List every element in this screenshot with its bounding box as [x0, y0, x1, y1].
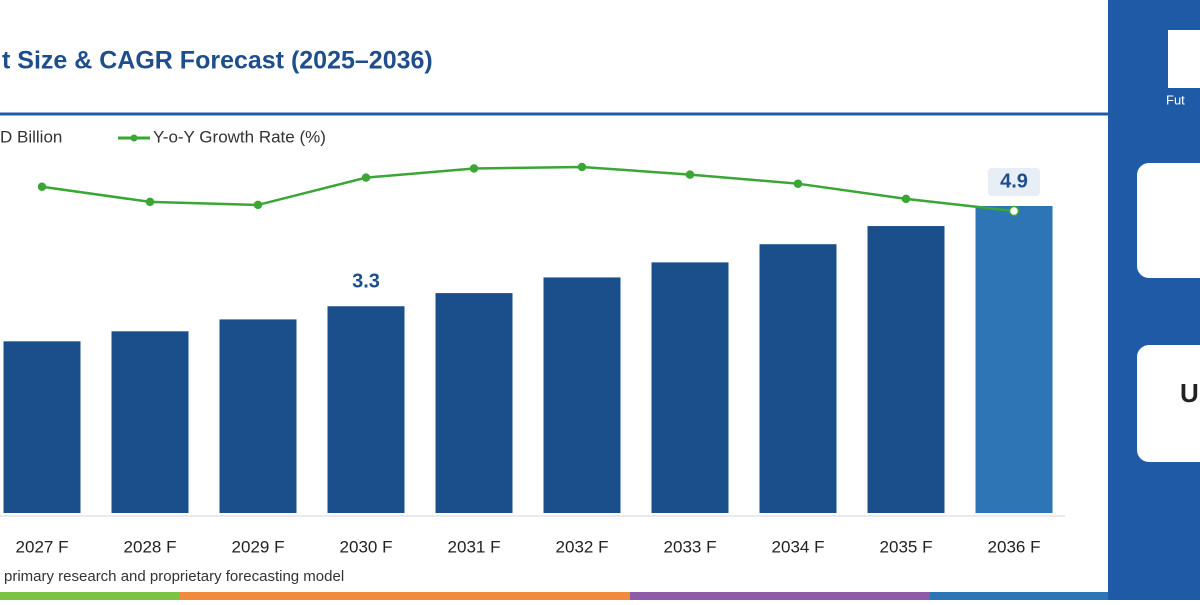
x-tick-label: 2028 F	[124, 537, 177, 556]
card	[1137, 163, 1200, 278]
x-tick-label: 2030 F	[340, 537, 393, 556]
growth-point	[253, 200, 263, 210]
chart-title: t Size & CAGR Forecast (2025–2036)	[2, 47, 433, 75]
x-tick-label: 2035 F	[880, 537, 933, 556]
legend-marker	[130, 134, 138, 142]
bar	[327, 306, 405, 513]
growth-line	[41, 165, 1015, 213]
stripe	[630, 592, 930, 600]
growth-point	[577, 162, 587, 172]
logo-text: Fut	[1166, 92, 1185, 107]
bar	[543, 277, 621, 513]
growth-point	[37, 182, 47, 191]
bar	[435, 293, 513, 513]
bar	[111, 331, 189, 513]
x-tick-label: 2027 F	[16, 537, 69, 556]
bar	[651, 262, 729, 513]
source-note: primary research and proprietary forecas…	[4, 568, 344, 585]
x-tick-label: 2029 F	[232, 537, 285, 556]
bar	[759, 244, 837, 513]
logo-mark	[1168, 30, 1200, 88]
stripe	[180, 592, 630, 600]
x-tick-label: 2033 F	[664, 537, 717, 556]
x-tick-label: 2032 F	[556, 537, 609, 556]
growth-point	[145, 197, 155, 207]
bar	[219, 319, 297, 513]
data-label: 4.9	[1000, 170, 1028, 192]
data-label-bg	[340, 268, 392, 297]
sidebar	[1108, 0, 1200, 600]
growth-point	[361, 173, 371, 182]
stripe	[930, 592, 1108, 600]
growth-point	[1008, 205, 1020, 217]
stripe	[0, 592, 180, 600]
x-tick-label: 2036 F	[988, 537, 1041, 556]
bar	[867, 226, 945, 513]
card-text: U	[1180, 378, 1199, 408]
growth-point	[469, 164, 479, 173]
bar	[3, 341, 81, 513]
card	[1137, 345, 1200, 462]
x-tick-label: 2031 F	[448, 537, 501, 556]
growth-point	[685, 170, 695, 179]
x-tick-label: 2034 F	[772, 537, 825, 556]
data-label-bg	[988, 168, 1040, 196]
growth-point	[793, 179, 803, 188]
legend-label: D Billion	[0, 127, 62, 146]
growth-point	[901, 194, 911, 204]
data-label: 3.3	[352, 271, 380, 293]
legend-label: Y-o-Y Growth Rate (%)	[153, 127, 326, 146]
bar	[975, 206, 1053, 513]
